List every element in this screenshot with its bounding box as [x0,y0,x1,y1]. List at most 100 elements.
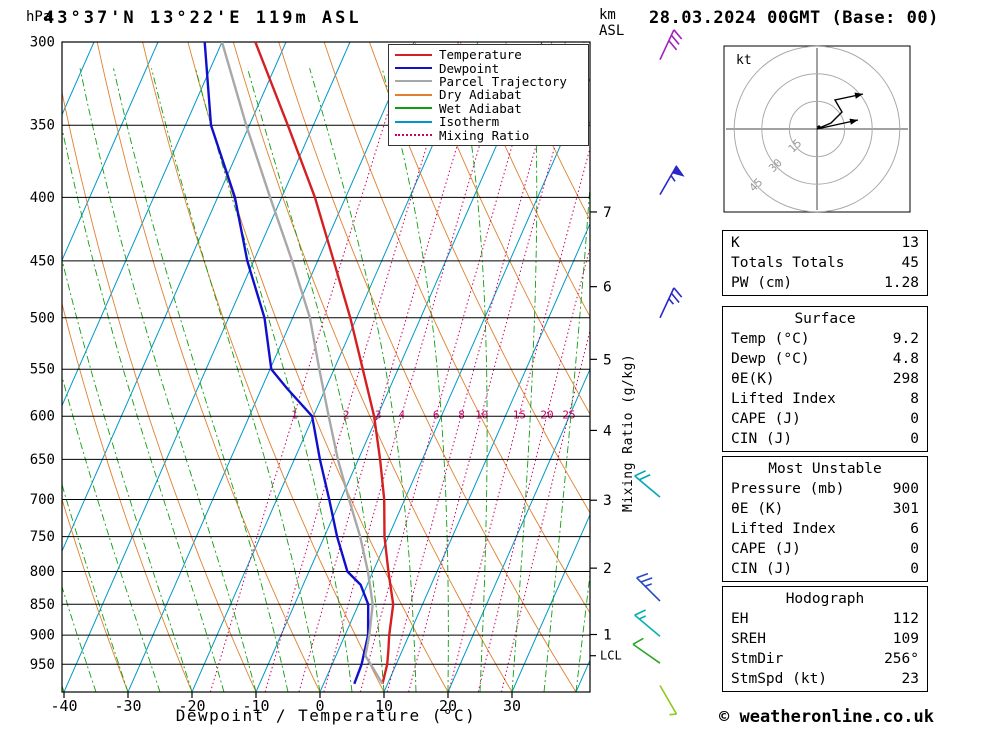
legend-swatch [395,107,432,110]
mixing-ratio-value: 15 [513,408,526,421]
stat-value: 298 [892,371,919,387]
info-box-most-unstable: Most Unstable Pressure (mb) 900 θE (K) 301 Li… [722,456,928,582]
info-box-surface: Surface Temp (°C) 9.2 Dewp (°C) 4.8 θE(K) 298 L… [722,306,928,452]
mixing-ratio-value: 6 [433,408,440,421]
legend-label: Dry Adiabat [439,87,522,103]
km-tick-label: 3 [603,493,612,509]
pressure-tick-label: 450 [30,253,55,269]
stat-label: θE(K) [731,371,775,387]
temp-tick-label: 10 [375,697,393,715]
legend-label: Temperature [439,47,522,63]
stat-label: Pressure (mb) [731,481,845,497]
copyright: © weatheronline.co.uk [719,707,934,727]
km-tick-label: 6 [603,280,612,296]
altitude-unit-asl: ASL [599,23,625,39]
mixing-ratio-value: 3 [375,408,382,421]
sounding-profiles [203,42,395,685]
curve-dewpoint [203,42,370,685]
box-header: Surface [794,311,856,327]
stat-row: Totals Totals 45 [731,253,919,273]
wet-adiabat-lines [62,68,590,692]
stat-label: CIN (J) [731,431,793,447]
mixing-ratio-axis-title: Mixing Ratio (g/kg) [621,353,636,512]
km-tick-label: 1 [603,628,612,644]
wind-barb [659,165,685,196]
temp-tick-label: 20 [439,697,457,715]
legend-swatch [395,80,432,83]
stat-value: 23 [901,671,919,687]
stat-label: θE (K) [731,501,784,517]
legend-label: Dewpoint [439,60,500,76]
legend-label: Mixing Ratio [439,127,530,143]
km-tick-label: 7 [603,205,612,221]
legend-swatch [395,93,432,96]
altitude-unit-label: km ASL [599,7,624,39]
mixing-ratio-value: 25 [562,408,575,421]
km-scale: 1 2 3 4 5 6 7 LCL [590,205,622,663]
station-title: 43°37'N 13°22'E 119m ASL [44,8,362,28]
stat-row: CIN (J) 0 [731,429,919,449]
speed-ring [788,100,846,158]
stat-row: Pressure (mb) 900 [731,479,919,499]
legend-label: Isotherm [439,114,500,130]
wind-barb [636,572,661,602]
stat-value: 112 [892,611,919,627]
lcl-label: LCL [600,649,622,663]
legend-swatch [395,53,432,56]
stat-value: 6 [910,521,919,537]
info-box-hodograph: Hodograph EH 112 SREH 109 StmDir 256° StmSpd (k… [722,586,928,692]
stat-row: PW (cm) 1.28 [731,273,919,293]
wind-barb [659,685,678,716]
wind-barb [659,287,683,319]
run-datetime: 28.03.2024 00GMT (Base: 00) [649,8,939,28]
km-tick-label: 5 [603,352,612,368]
pressure-tick-label: 850 [30,597,55,613]
temp-tick-label: 30 [503,697,521,715]
stat-row: CIN (J) 0 [731,559,919,579]
legend-item: Dry Adiabat [395,87,582,103]
stat-label: Dewp (°C) [731,351,810,367]
stat-value: 13 [901,235,919,251]
stat-label: EH [731,611,749,627]
pressure-tick-label: 650 [30,452,55,468]
stat-row: Lifted Index 6 [731,519,919,539]
stat-row: CAPE (J) 0 [731,409,919,429]
box-header: Most Unstable [768,461,882,477]
chart-border [61,41,591,693]
stat-value: 4.8 [892,351,919,367]
temp-tick-label: -10 [242,697,269,715]
chart-legend: Temperature Dewpoint Parcel Trajectory Dry … [388,44,589,146]
mixing-ratio-value: 1 [291,408,298,421]
stat-label: StmSpd (kt) [731,671,828,687]
km-tick-label: 4 [603,423,612,439]
stat-label: StmDir [731,651,784,667]
stat-value: 45 [901,255,919,271]
temp-tick-label: -40 [50,697,77,715]
stat-row: CAPE (J) 0 [731,539,919,559]
hodograph-trace [816,93,864,130]
km-tick-label: 2 [603,561,612,577]
indices-tables: K 13 Totals Totals 45 PW (cm) 1.28 Surface Temp… [722,230,928,696]
legend-label: Parcel Trajectory [439,73,567,89]
stat-label: PW (cm) [731,275,793,291]
stat-row: Lifted Index 8 [731,389,919,409]
stat-value: 0 [910,431,919,447]
stat-value: 256° [884,651,919,667]
stat-row: Temp (°C) 9.2 [731,329,919,349]
stat-label: Lifted Index [731,521,836,537]
altitude-unit-km: km [599,7,616,23]
temp-tick-label: 0 [315,697,324,715]
stat-value: 0 [910,411,919,427]
stat-row: StmDir 256° [731,649,919,669]
mixing-ratio-value: 2 [343,408,350,421]
stat-label: CIN (J) [731,561,793,577]
stat-label: CAPE (J) [731,541,801,557]
stat-row: θE(K) 298 [731,369,919,389]
pressure-tick-label: 300 [30,35,55,51]
wind-barb [632,637,661,664]
wind-barb [634,609,661,637]
stat-value: 0 [910,561,919,577]
pressure-tick-label: 950 [30,657,55,673]
